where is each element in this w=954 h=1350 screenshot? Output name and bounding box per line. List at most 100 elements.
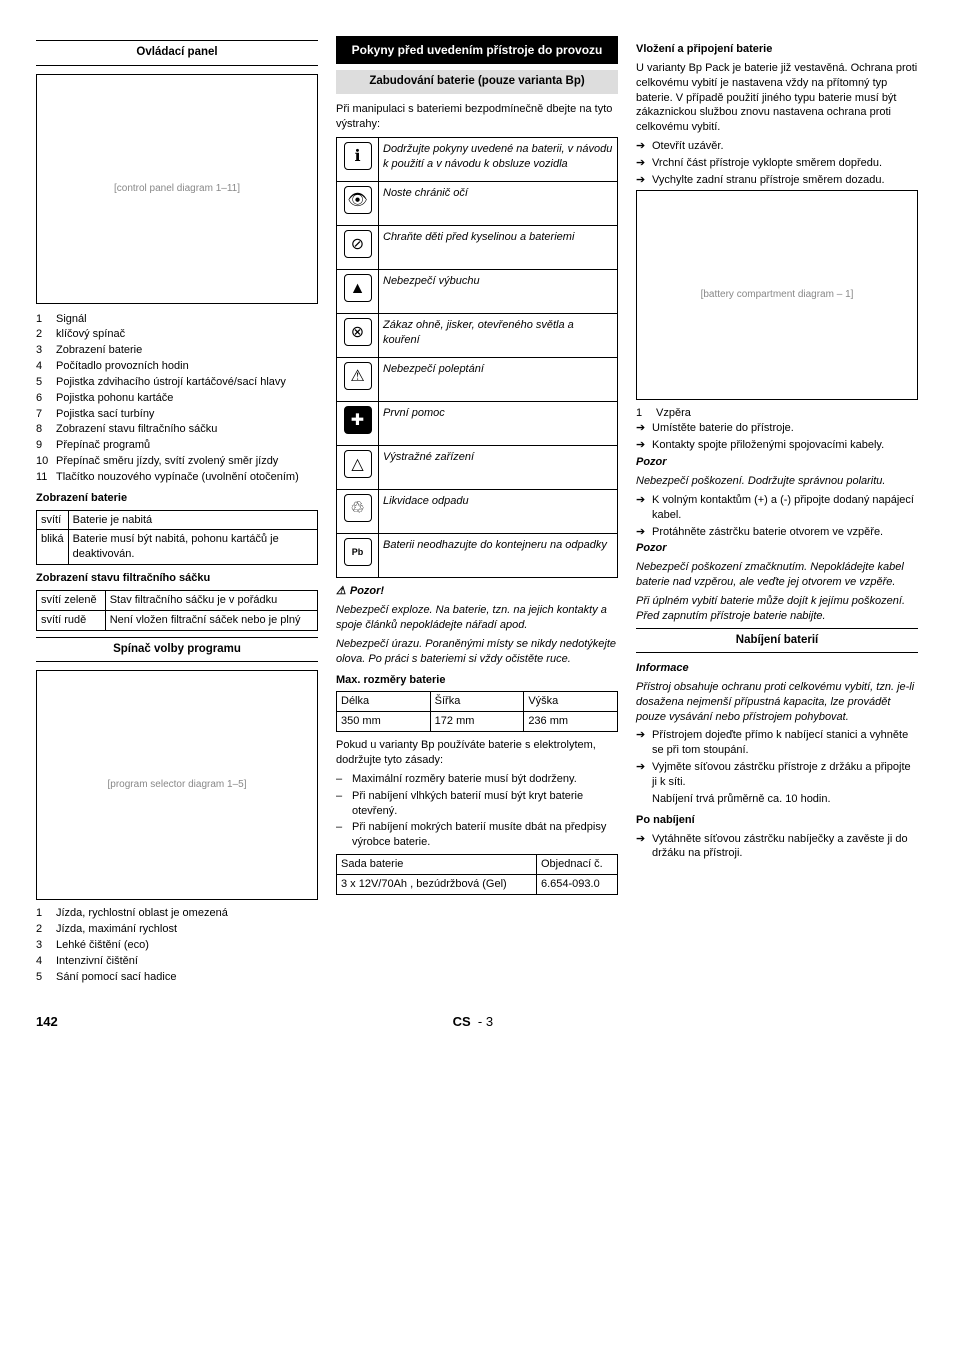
electrolyte-rules: Maximální rozměry baterie musí být dodrž… — [336, 772, 618, 850]
table-header-cell: Délka — [337, 692, 431, 712]
after-charge-steps: Vytáhněte síťovou zástrčku nabíječky a z… — [636, 832, 918, 862]
heading-before-operation: Pokyny před uvedením přístroje do provoz… — [336, 36, 618, 64]
warning-text: Nebezpečí výbuchu — [379, 270, 618, 314]
step-item: Umístěte baterie do přístroje. — [636, 421, 918, 436]
step-item: K volným kontaktům (+) a (-) připojte do… — [636, 493, 918, 523]
table-max-dims: DélkaŠířkaVýška350 mm172 mm236 mm — [336, 691, 618, 732]
list-item: 1Signál — [36, 312, 318, 327]
warning-icon: ℹ — [337, 138, 379, 182]
footer-page-left: 142 — [36, 1013, 58, 1031]
list-item: Při nabíjení mokrých baterií musíte dbát… — [336, 820, 618, 850]
heading-charging: Nabíjení baterií — [636, 628, 918, 654]
list-item: 2Jízda, maximání rychlost — [36, 922, 318, 937]
step-item: Protáhněte zástrčku baterie otvorem ve v… — [636, 525, 918, 540]
figure-battery-compartment: [battery compartment diagram – 1] — [636, 190, 918, 400]
column-3: Vložení a připojení baterie U varianty B… — [636, 36, 918, 985]
warning-text: Nebezpečí poleptání — [379, 358, 618, 402]
warning-icon: Pb — [337, 534, 379, 578]
battery-intro: Při manipulaci s bateriemi bezpodmínečně… — [336, 102, 618, 132]
list-item: 5Pojistka zdvihacího ústrojí kartáčové/s… — [36, 375, 318, 390]
heading-program-switch: Spínač volby programu — [36, 637, 318, 663]
table-battery-display: svítíBaterie je nabitáblikáBaterie musí … — [36, 510, 318, 566]
column-2: Pokyny před uvedením přístroje do provoz… — [336, 36, 618, 985]
open-steps: Otevřít uzávěr.Vrchní část přístroje vyk… — [636, 139, 918, 188]
table-cell: 350 mm — [337, 712, 431, 732]
warning-text: Likvidace odpadu — [379, 490, 618, 534]
column-1: Ovládací panel [control panel diagram 1–… — [36, 36, 318, 985]
warning-text: Chraňte děti před kyselinou a bateriemi — [379, 226, 618, 270]
subhead-after-charge: Po nabíjení — [636, 813, 918, 828]
warning-text: První pomoc — [379, 402, 618, 446]
caution-icon-label: Pozor! — [336, 585, 384, 597]
list-item: Při nabíjení vlhkých baterií musí být kr… — [336, 789, 618, 819]
caution-explosion: Nebezpečí exploze. Na baterie, tzn. na j… — [336, 603, 618, 633]
list-item: 5Sání pomocí sací hadice — [36, 970, 318, 985]
table-cell: svítí rudě — [37, 610, 106, 630]
caution-injury: Nebezpečí úrazu. Poraněnými místy se nik… — [336, 637, 618, 667]
step-item: Vyjměte síťovou zástrčku přístroje z drž… — [636, 760, 918, 790]
warning-icon: ♲ — [337, 490, 379, 534]
warning-icon: ▲ — [337, 270, 379, 314]
list-item: 1Vzpěra — [636, 406, 918, 421]
caution-head-1: Pozor — [636, 455, 918, 470]
warning-text: Výstražné zařízení — [379, 446, 618, 490]
list-item: 4Počítadlo provozních hodin — [36, 359, 318, 374]
table-cell: bliká — [37, 530, 69, 565]
warning-text: Baterii neodhazujte do kontejneru na odp… — [379, 534, 618, 578]
bp-pack-note: U varianty Bp Pack je baterie již vestav… — [636, 61, 918, 135]
info-head: Informace — [636, 661, 918, 676]
info-text: Přístroj obsahuje ochranu proti celkovém… — [636, 680, 918, 725]
list-item: 2klíčový spínač — [36, 327, 318, 342]
table-header-cell: Výška — [524, 692, 618, 712]
figure-control-panel: [control panel diagram 1–11] — [36, 74, 318, 304]
caution-discharge: Při úplném vybití baterie může dojít k j… — [636, 594, 918, 624]
step-item: Vytáhněte síťovou zástrčku nabíječky a z… — [636, 832, 918, 862]
subhead-insert-battery: Vložení a připojení baterie — [636, 42, 918, 57]
table-cell: svítí zeleně — [37, 591, 106, 611]
step-item: Vrchní část přístroje vyklopte směrem do… — [636, 156, 918, 171]
warning-icon: ⊘ — [337, 226, 379, 270]
list-item: 3Lehké čištění (eco) — [36, 938, 318, 953]
subhead-max-dims: Max. rozměry baterie — [336, 673, 618, 688]
footer-lang: CS — [453, 1014, 471, 1029]
charge-steps: Přístrojem dojeďte přímo k nabíjecí stan… — [636, 728, 918, 789]
control-panel-legend: 1Signál2klíčový spínač3Zobrazení baterie… — [36, 312, 318, 485]
page-footer: 142 CS - 3 — [36, 1013, 918, 1031]
table-header-cell: Šířka — [430, 692, 524, 712]
caution-crush: Nebezpečí poškození zmačknutím. Nepoklád… — [636, 560, 918, 590]
table-cell: svítí — [37, 510, 69, 530]
warning-icon: ⊗ — [337, 314, 379, 358]
list-item: 7Pojistka sací turbíny — [36, 407, 318, 422]
caution-label: Pozor! — [336, 584, 618, 599]
warnings-table: ℹDodržujte pokyny uvedené na baterii, v … — [336, 137, 618, 578]
list-item: Maximální rozměry baterie musí být dodrž… — [336, 772, 618, 787]
table-cell: Baterie je nabitá — [68, 510, 317, 530]
caution-head-2: Pozor — [636, 541, 918, 556]
footer-spacer — [888, 1013, 918, 1031]
warning-icon: ✚ — [337, 402, 379, 446]
warning-icon: △ — [337, 446, 379, 490]
table-cell: Není vložen filtrační sáček nebo je plný — [105, 610, 317, 630]
table-cell: 6.654-093.0 — [536, 874, 617, 894]
connect-steps: K volným kontaktům (+) a (-) připojte do… — [636, 493, 918, 540]
subhead-filter-display: Zobrazení stavu filtračního sáčku — [36, 571, 318, 586]
table-battery-set: Sada baterieObjednací č.3 x 12V/70Ah , b… — [336, 854, 618, 895]
list-item: 9Přepínač programů — [36, 438, 318, 453]
list-item: 4Intenzivní čištění — [36, 954, 318, 969]
heading-battery-install: Zabudování baterie (pouze varianta Bp) — [336, 70, 618, 94]
electrolyte-note: Pokud u varianty Bp používáte baterie s … — [336, 738, 618, 768]
warning-icon: ⚠ — [337, 358, 379, 402]
charge-duration: Nabíjení trvá průměrně ca. 10 hodin. — [636, 792, 918, 807]
list-item: 6Pojistka pohonu kartáče — [36, 391, 318, 406]
step-item: Vychylte zadní stranu přístroje směrem d… — [636, 173, 918, 188]
list-item: 10Přepínač směru jízdy, svítí zvolený sm… — [36, 454, 318, 469]
subhead-battery-display: Zobrazení baterie — [36, 491, 318, 506]
table-header-cell: Objednací č. — [536, 855, 617, 875]
footer-center: CS - 3 — [58, 1013, 888, 1031]
caution-polarity: Nebezpečí poškození. Dodržujte správnou … — [636, 474, 918, 489]
figure-program-switch: [program selector diagram 1–5] — [36, 670, 318, 900]
list-item: 11Tlačítko nouzového vypínače (uvolnění … — [36, 470, 318, 485]
warning-icon: 👁 — [337, 182, 379, 226]
program-switch-legend: 1Jízda, rychlostní oblast je omezená2Jíz… — [36, 906, 318, 984]
strut-legend: 1Vzpěra — [636, 406, 918, 421]
